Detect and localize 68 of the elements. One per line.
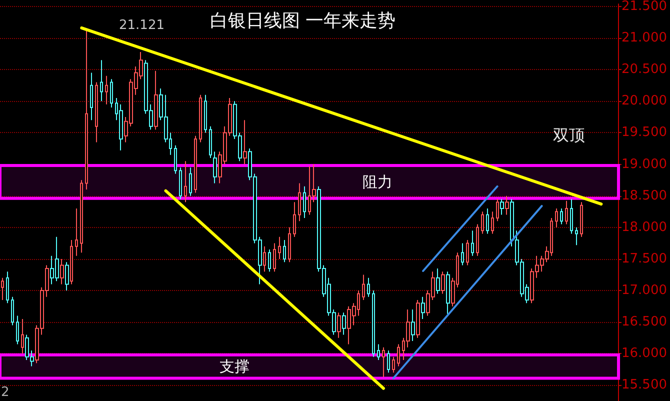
candlestick [466, 240, 469, 266]
y-tick-label: 16.000 [622, 346, 668, 362]
candlestick [95, 82, 98, 143]
candlestick [75, 208, 78, 256]
candlestick [575, 226, 578, 246]
y-tick-label: 17.500 [622, 251, 668, 266]
y-tick-label: 17.000 [622, 283, 668, 298]
y-tick-label: 21.000 [622, 30, 668, 46]
candlestick [288, 226, 291, 263]
candlestick [555, 208, 558, 228]
candlestick [204, 94, 207, 134]
candlestick [199, 94, 202, 143]
candlestick [1, 277, 4, 301]
candlestick [85, 30, 88, 190]
candlestick [283, 240, 286, 263]
y-tick-label: 18.000 [622, 220, 668, 235]
y-tick-label: 21.500 [622, 0, 668, 14]
chart-title: 白银日线图 一年来走势 [210, 10, 396, 32]
candlestick [377, 344, 380, 360]
candlestick [461, 242, 464, 266]
candlestick [16, 315, 19, 345]
candlestick [303, 186, 306, 218]
candlestick [486, 208, 489, 234]
annotation: 双顶 [553, 126, 585, 144]
candlestick [570, 198, 573, 234]
candlestick [382, 346, 385, 378]
candlestick [268, 249, 271, 272]
candlestick [565, 200, 568, 225]
y-tick-label: 19.500 [622, 125, 668, 140]
candlestick [11, 296, 14, 326]
candlestick [80, 180, 83, 254]
annotation: 2 [1, 385, 10, 400]
candlestick [560, 208, 563, 225]
band-label: 支撑 [220, 358, 250, 376]
candlestick [90, 72, 93, 121]
candlestick [189, 166, 192, 196]
band-label: 阻力 [362, 172, 393, 191]
candlestick [372, 290, 375, 358]
candlestick [6, 271, 9, 304]
candlestick [476, 224, 479, 256]
candlestick [387, 350, 390, 374]
candlestick [174, 144, 177, 174]
candlestick [471, 230, 474, 256]
y-tick-label: 16.500 [622, 314, 668, 330]
candlestick [184, 160, 187, 203]
candlestick [362, 274, 365, 301]
candlestick [491, 211, 494, 234]
candlestick [194, 135, 197, 194]
annotation: 21.121 [119, 18, 164, 33]
candlestick [278, 236, 281, 260]
candlestick [367, 277, 370, 298]
candlestick [273, 242, 276, 272]
candlestick [100, 60, 103, 102]
y-tick-label: 19.000 [622, 156, 668, 172]
candlestick [110, 78, 113, 108]
candlestick [105, 75, 108, 105]
candlestick [397, 344, 400, 367]
y-tick-label: 20.000 [622, 94, 668, 109]
candlestick [392, 356, 395, 374]
y-tick-label: 15.500 [622, 378, 668, 393]
candlestick [580, 202, 583, 238]
candlestick [293, 202, 296, 238]
candlestick [209, 126, 212, 158]
candlestick [481, 211, 484, 234]
y-tick-label: 18.500 [622, 188, 668, 204]
candlestick [298, 182, 301, 222]
y-tick-label: 20.500 [622, 62, 668, 78]
candlestick [179, 166, 182, 200]
